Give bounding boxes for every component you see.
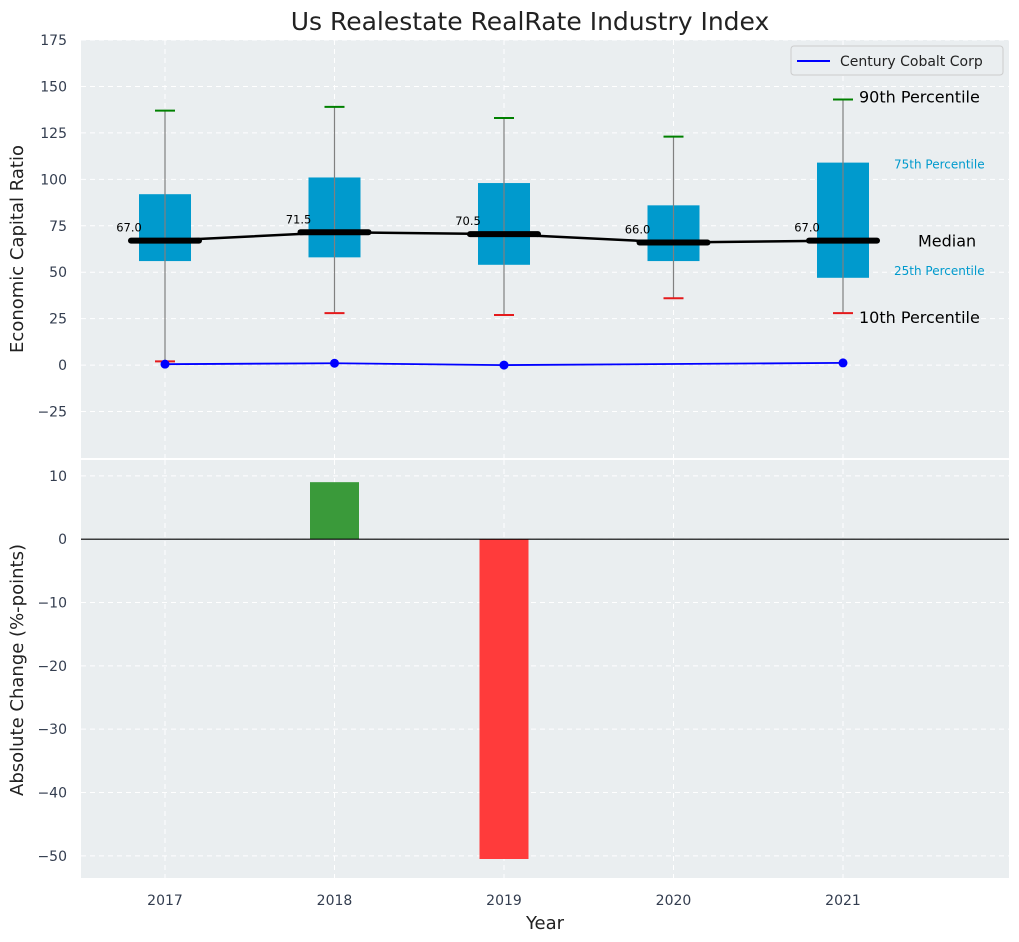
company-point bbox=[838, 358, 848, 368]
bottom-y-tick-labels: −50 −40 −30 −20 −10 0 10 bbox=[37, 469, 67, 865]
y-tick-label: 0 bbox=[58, 358, 67, 374]
y-tick-label: 10 bbox=[49, 469, 67, 485]
bottom-y-axis-label: Absolute Change (%-points) bbox=[7, 544, 28, 796]
annotation-p75: 75th Percentile bbox=[894, 158, 985, 172]
annotation-p90: 90th Percentile bbox=[859, 87, 980, 106]
median-value-label: 67.0 bbox=[116, 221, 142, 235]
bottom-plot-area bbox=[81, 460, 1009, 878]
x-tick-label: 2021 bbox=[825, 893, 861, 909]
box-plots bbox=[139, 98, 869, 363]
top-y-tick-labels: −25 0 25 50 75 100 125 150 175 bbox=[37, 33, 67, 421]
annotation-median: Median bbox=[918, 232, 976, 251]
median-value-label: 66.0 bbox=[625, 222, 651, 236]
company-point bbox=[160, 359, 170, 369]
annotation-p25: 25th Percentile bbox=[894, 264, 985, 278]
median-trend: 67.0 71.5 70.5 66.0 67.0 bbox=[116, 212, 880, 246]
annotation-p10: 10th Percentile bbox=[859, 308, 980, 327]
y-tick-label: 175 bbox=[40, 33, 67, 49]
x-tick-label: 2020 bbox=[656, 893, 692, 909]
x-tick-label: 2019 bbox=[486, 893, 522, 909]
top-y-axis-label: Economic Capital Ratio bbox=[7, 145, 28, 353]
change-bar bbox=[479, 539, 529, 859]
company-line bbox=[164, 361, 844, 367]
chart-title: Us Realestate RealRate Industry Index bbox=[291, 7, 770, 36]
y-tick-label: 125 bbox=[40, 126, 67, 142]
median-value-label: 70.5 bbox=[455, 214, 481, 228]
y-tick-label: 100 bbox=[40, 172, 67, 188]
y-tick-label: −10 bbox=[37, 596, 67, 612]
y-tick-label: 150 bbox=[40, 79, 67, 95]
x-tick-label: 2017 bbox=[147, 893, 183, 909]
x-tick-label: 2018 bbox=[317, 893, 353, 909]
company-series bbox=[160, 358, 848, 370]
y-tick-label: 50 bbox=[49, 265, 67, 281]
y-tick-label: −50 bbox=[37, 849, 67, 865]
y-tick-label: 75 bbox=[49, 219, 67, 235]
legend-entry: Century Cobalt Corp bbox=[840, 54, 983, 70]
company-point bbox=[330, 358, 339, 368]
legend: Century Cobalt Corp bbox=[790, 45, 1004, 76]
y-tick-label: −20 bbox=[37, 659, 67, 675]
x-tick-labels: 2017 2018 2019 2020 2021 bbox=[147, 893, 861, 909]
median-value-label: 71.5 bbox=[286, 212, 312, 226]
x-axis-label: Year bbox=[525, 913, 565, 934]
company-point bbox=[499, 360, 509, 370]
y-tick-label: 25 bbox=[49, 312, 67, 328]
percentile-annotations: 90th Percentile 75th Percentile Median 25th… bbox=[859, 87, 985, 327]
y-tick-label: 0 bbox=[58, 532, 67, 548]
change-bar bbox=[310, 482, 359, 540]
legend-box bbox=[790, 45, 1004, 76]
y-tick-label: −25 bbox=[37, 405, 67, 421]
y-tick-label: −40 bbox=[37, 786, 67, 802]
change-bars bbox=[81, 482, 1009, 859]
median-value-label: 67.0 bbox=[794, 221, 820, 235]
y-tick-label: −30 bbox=[37, 722, 67, 738]
